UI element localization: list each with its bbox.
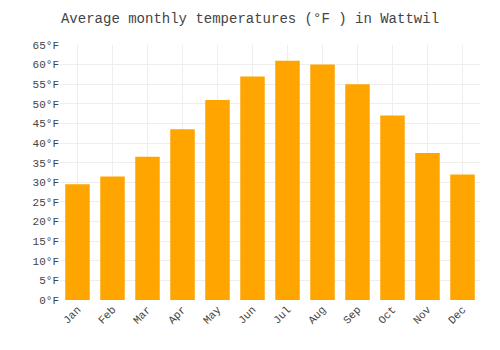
svg-text:40°F: 40°F xyxy=(33,138,59,150)
svg-text:65°F: 65°F xyxy=(33,40,59,52)
svg-text:20°F: 20°F xyxy=(33,216,59,228)
svg-text:Average monthly temperatures (: Average monthly temperatures (°F ) in Wa… xyxy=(61,11,439,27)
svg-text:35°F: 35°F xyxy=(33,158,59,170)
svg-text:Nov: Nov xyxy=(411,304,434,327)
svg-text:Dec: Dec xyxy=(446,304,468,326)
svg-text:Mar: Mar xyxy=(131,304,153,326)
svg-text:5°F: 5°F xyxy=(39,275,59,287)
svg-text:25°F: 25°F xyxy=(33,197,59,209)
svg-text:Aug: Aug xyxy=(306,304,328,326)
svg-text:Apr: Apr xyxy=(166,304,188,326)
svg-text:55°F: 55°F xyxy=(33,79,59,91)
svg-text:10°F: 10°F xyxy=(33,256,59,268)
svg-text:Oct: Oct xyxy=(376,304,398,326)
svg-text:Jun: Jun xyxy=(236,304,258,326)
svg-text:Feb: Feb xyxy=(96,304,118,326)
svg-text:Jul: Jul xyxy=(271,304,293,326)
svg-text:May: May xyxy=(201,304,224,327)
svg-text:30°F: 30°F xyxy=(33,177,59,189)
svg-text:Jan: Jan xyxy=(61,304,83,326)
svg-text:15°F: 15°F xyxy=(33,236,59,248)
svg-text:45°F: 45°F xyxy=(33,118,59,130)
svg-text:50°F: 50°F xyxy=(33,99,59,111)
svg-text:0°F: 0°F xyxy=(39,295,59,307)
svg-text:Sep: Sep xyxy=(341,304,363,326)
svg-text:60°F: 60°F xyxy=(33,59,59,71)
